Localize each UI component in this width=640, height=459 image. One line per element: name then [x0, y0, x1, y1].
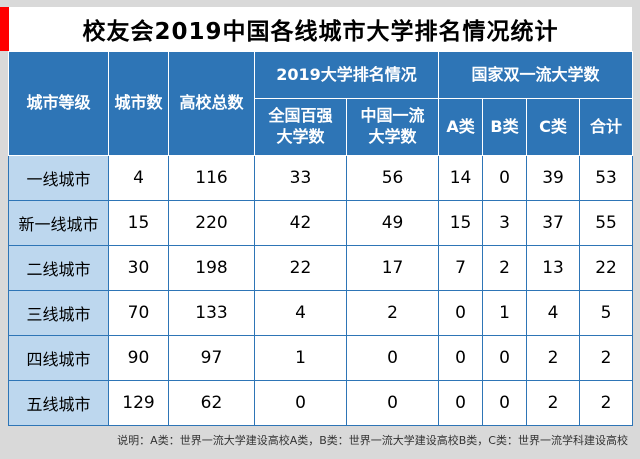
- table-row: 五线城市 129 62 0 0 0 0 2 2: [8, 380, 634, 426]
- table-cell: 39: [526, 155, 581, 201]
- table-cell: 4: [254, 290, 347, 336]
- table-row: 四线城市 90 97 1 0 0 0 2 2: [8, 335, 634, 381]
- page-title: 校友会2019中国各线城市大学排名情况统计: [9, 7, 632, 51]
- row-label: 五线城市: [8, 380, 109, 426]
- table-cell: 55: [579, 200, 634, 246]
- table-cell: 0: [254, 380, 347, 426]
- table-cell: 0: [482, 380, 528, 426]
- table-cell: 49: [345, 200, 440, 246]
- table-cell: 3: [482, 200, 528, 246]
- col-header-total: 合计: [579, 98, 634, 156]
- row-label: 二线城市: [8, 245, 109, 291]
- table-row: 三线城市 70 133 4 2 0 1 4 5: [8, 290, 634, 336]
- table-cell: 0: [482, 335, 528, 381]
- table-cell: 22: [579, 245, 634, 291]
- table-cell: 2: [526, 335, 581, 381]
- table-row: 新一线城市 15 220 42 49 15 3 37 55: [8, 200, 634, 246]
- table-cell: 2: [526, 380, 581, 426]
- col-header-class-a: A类: [438, 98, 484, 156]
- footnote: 说明：A类：世界一流大学建设高校A类，B类：世界一流大学建设高校B类，C类：世界…: [117, 434, 628, 447]
- table-cell: 1: [254, 335, 347, 381]
- table-cell: 0: [438, 290, 484, 336]
- table-cell: 0: [438, 380, 484, 426]
- col-header-city-count: 城市数: [108, 51, 169, 156]
- col-header-top100: 全国百强大学数: [254, 98, 347, 156]
- table-cell: 7: [438, 245, 484, 291]
- col-header-first-class: 中国一流大学数: [345, 98, 440, 156]
- row-label: 三线城市: [8, 290, 109, 336]
- table-cell: 2: [579, 380, 634, 426]
- table-cell: 13: [526, 245, 581, 291]
- table-cell: 2: [579, 335, 634, 381]
- table-cell: 0: [345, 335, 440, 381]
- table-cell: 0: [345, 380, 440, 426]
- table-cell: 90: [108, 335, 169, 381]
- col-header-univ-total: 高校总数: [168, 51, 255, 156]
- table-cell: 15: [108, 200, 169, 246]
- table-row: 二线城市 30 198 22 17 7 2 13 22: [8, 245, 634, 291]
- table-cell: 15: [438, 200, 484, 246]
- table-cell: 22: [254, 245, 347, 291]
- col-header-class-c: C类: [526, 98, 581, 156]
- table-cell: 56: [345, 155, 440, 201]
- table-cell: 5: [579, 290, 634, 336]
- table-cell: 97: [168, 335, 255, 381]
- row-label: 新一线城市: [8, 200, 109, 246]
- table-cell: 1: [482, 290, 528, 336]
- title-bar: 校友会2019中国各线城市大学排名情况统计: [0, 0, 640, 51]
- stats-table: 城市等级 城市数 高校总数 2019大学排名情况 国家双一流大学数 全国百强大学…: [8, 51, 634, 426]
- col-group-double-first-class: 国家双一流大学数: [438, 51, 634, 99]
- table-cell: 30: [108, 245, 169, 291]
- table-cell: 33: [254, 155, 347, 201]
- col-group-ranking-2019: 2019大学排名情况: [253, 51, 440, 99]
- table-cell: 133: [168, 290, 255, 336]
- red-accent-bar: [0, 7, 9, 51]
- table-cell: 220: [168, 200, 255, 246]
- table-cell: 42: [254, 200, 347, 246]
- table-cell: 70: [108, 290, 169, 336]
- table-cell: 53: [579, 155, 634, 201]
- table-cell: 4: [526, 290, 581, 336]
- stats-table-wrap: 城市等级 城市数 高校总数 2019大学排名情况 国家双一流大学数 全国百强大学…: [8, 51, 634, 426]
- row-label: 一线城市: [8, 155, 109, 201]
- col-header-class-b: B类: [482, 98, 528, 156]
- table-cell: 17: [345, 245, 440, 291]
- table-cell: 14: [438, 155, 484, 201]
- table-cell: 116: [168, 155, 255, 201]
- table-cell: 2: [345, 290, 440, 336]
- table-cell: 4: [108, 155, 169, 201]
- table-cell: 0: [438, 335, 484, 381]
- col-header-city-tier: 城市等级: [8, 51, 109, 156]
- table-cell: 0: [482, 155, 528, 201]
- table-cell: 198: [168, 245, 255, 291]
- table-cell: 129: [108, 380, 169, 426]
- table-cell: 2: [482, 245, 528, 291]
- row-label: 四线城市: [8, 335, 109, 381]
- table-cell: 37: [526, 200, 581, 246]
- table-cell: 62: [168, 380, 255, 426]
- table-row: 一线城市 4 116 33 56 14 0 39 53: [8, 155, 634, 201]
